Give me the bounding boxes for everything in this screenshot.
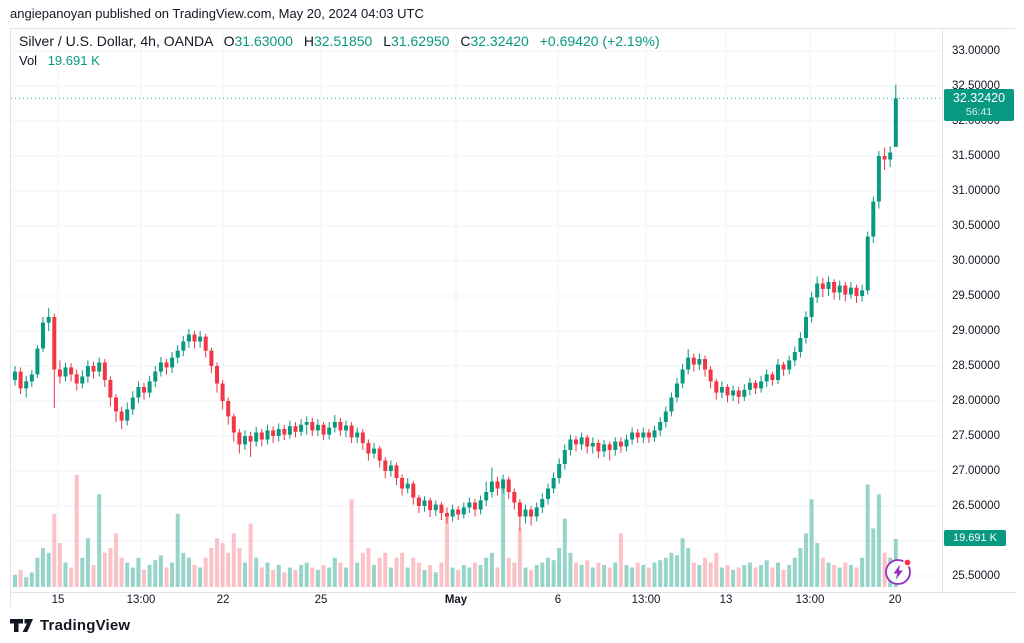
time-axis-label: May <box>444 594 468 606</box>
price-axis-label: 30.50000 <box>952 220 1000 232</box>
price-axis-label: 27.50000 <box>952 430 1000 442</box>
volume-value: 19.691 K <box>47 53 100 68</box>
tradingview-logo-text: TradingView <box>40 616 131 634</box>
volume-badge: 19.691 K <box>944 530 1006 546</box>
tradingview-logo-icon <box>10 618 33 632</box>
low-value: 31.62950 <box>391 33 450 49</box>
chart-pane[interactable]: Silver / U.S. Dollar, 4h, OANDA O31.6300… <box>11 29 942 592</box>
price-axis-label: 31.50000 <box>952 150 1000 162</box>
legend-volume-row: Vol 19.691 K <box>19 51 660 70</box>
attribution-text: angiepanoyan published on TradingView.co… <box>10 6 424 21</box>
tradingview-logo[interactable]: TradingView <box>10 615 130 635</box>
close-value: 32.32420 <box>470 33 529 49</box>
time-axis-label: 13:00 <box>795 594 825 606</box>
price-axis-label: 30.00000 <box>952 255 1000 267</box>
candlestick-chart <box>11 29 942 592</box>
price-axis-label: 26.50000 <box>952 500 1000 512</box>
volume-label: Vol <box>19 53 38 68</box>
open-value: 31.63000 <box>234 33 293 49</box>
symbol-title: Silver / U.S. Dollar, 4h, OANDA <box>19 33 213 49</box>
notification-dot <box>903 558 912 567</box>
price-axis-label: 29.50000 <box>952 290 1000 302</box>
price-axis-label: 29.00000 <box>952 325 1000 337</box>
time-axis-label: 25 <box>314 594 328 606</box>
legend-symbol-row: Silver / U.S. Dollar, 4h, OANDA O31.6300… <box>19 32 660 51</box>
time-axis-label: 6 <box>554 594 562 606</box>
time-axis-label: 13:00 <box>126 594 156 606</box>
price-axis-label: 31.00000 <box>952 185 1000 197</box>
price-axis-label: 33.00000 <box>952 45 1000 57</box>
key-events-icon[interactable] <box>883 556 915 588</box>
close-label: C <box>460 33 471 49</box>
time-axis-label: 15 <box>51 594 65 606</box>
last-price-value: 32.32420 <box>952 91 1006 105</box>
time-axis-label: 22 <box>216 594 230 606</box>
chart-widget: Silver / U.S. Dollar, 4h, OANDA O31.6300… <box>10 28 1016 608</box>
time-axis-label: 20 <box>888 594 902 606</box>
price-axis-label: 25.50000 <box>952 570 1000 582</box>
time-axis-label: 13 <box>719 594 733 606</box>
high-label: H <box>303 33 314 49</box>
open-label: O <box>223 33 235 49</box>
low-label: L <box>383 33 392 49</box>
lightning-bolt-icon <box>893 564 903 580</box>
change-value: +0.69420 (+2.19%) <box>539 33 660 49</box>
time-axis-label: 13:00 <box>631 594 661 606</box>
bar-countdown: 56:41 <box>965 106 993 118</box>
price-axis[interactable]: 33.00000 32.50000 32.00000 31.50000 31.00000… <box>942 29 1016 592</box>
time-axis[interactable]: 15 13:00 22 25 May 6 13:00 13 13:00 20 <box>11 592 1016 608</box>
price-axis-label: 27.00000 <box>952 465 1000 477</box>
price-axis-label: 28.50000 <box>952 360 1000 372</box>
price-axis-label: 28.00000 <box>952 395 1000 407</box>
chart-legend: Silver / U.S. Dollar, 4h, OANDA O31.6300… <box>19 32 660 70</box>
high-value: 32.51850 <box>313 33 373 49</box>
last-price-badge: 32.32420 56:41 <box>944 89 1014 121</box>
